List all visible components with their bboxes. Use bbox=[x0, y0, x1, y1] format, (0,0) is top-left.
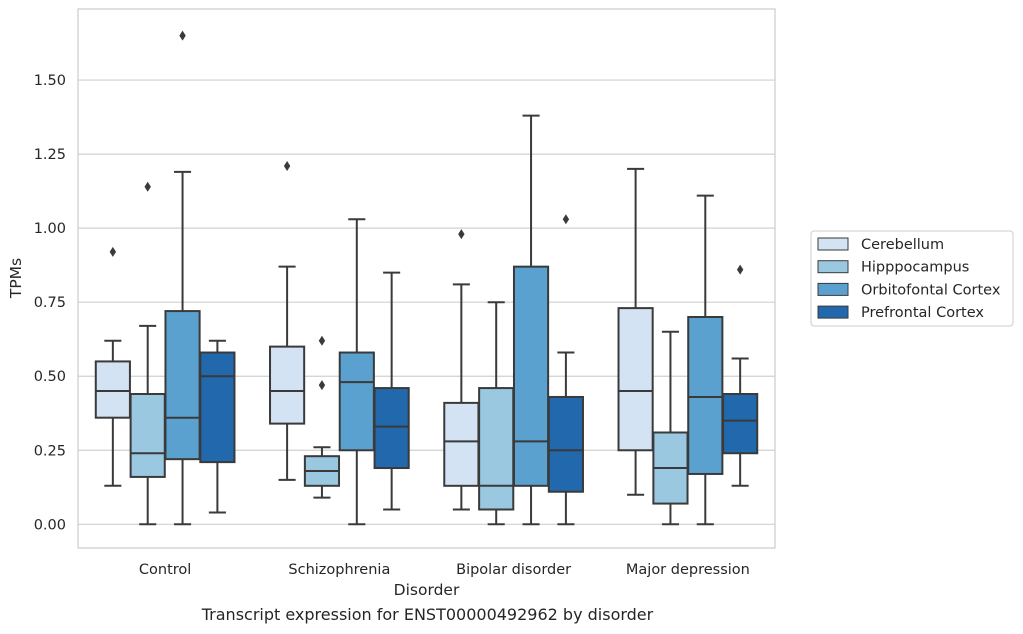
x-tick-label: Bipolar disorder bbox=[456, 562, 571, 578]
outlier-point bbox=[109, 246, 117, 257]
box-bipolar-disorder bbox=[512, 114, 550, 526]
iqr-box bbox=[338, 351, 375, 452]
box-major-depression bbox=[617, 167, 654, 496]
iqr-box bbox=[129, 393, 166, 478]
y-tick-label: 0.50 bbox=[34, 369, 66, 385]
x-tick-label: Control bbox=[139, 562, 191, 578]
iqr-box bbox=[722, 393, 759, 455]
plot-area-frame bbox=[77, 8, 776, 549]
chart-caption: Transcript expression for ENST0000049296… bbox=[201, 605, 654, 624]
box-bipolar-disorder bbox=[547, 214, 584, 526]
x-tick-label: Schizophrenia bbox=[288, 562, 390, 578]
outlier-point bbox=[179, 30, 186, 41]
y-axis-ticks: 0.00 0.25 0.50 0.75 1.00 1.25 1.50 bbox=[34, 73, 66, 533]
box-schizophrenia bbox=[338, 218, 375, 526]
y-tick-label: 0.75 bbox=[34, 295, 66, 311]
legend-label: Prefrontal Cortex bbox=[861, 305, 984, 321]
legend-frame bbox=[810, 230, 1014, 327]
iqr-box bbox=[373, 387, 410, 470]
outlier-point bbox=[283, 160, 291, 171]
boxplot-marks bbox=[94, 30, 759, 526]
box-schizophrenia bbox=[373, 271, 410, 511]
iqr-box bbox=[547, 395, 584, 493]
outlier-point bbox=[318, 380, 326, 391]
y-tick-label: 1.25 bbox=[34, 147, 66, 163]
iqr-box bbox=[199, 351, 236, 464]
series-cerebellum bbox=[94, 160, 654, 511]
box-control bbox=[129, 181, 166, 526]
box-schizophrenia bbox=[303, 335, 341, 499]
box-major-depression bbox=[652, 330, 689, 526]
y-tick-label: 0.00 bbox=[34, 517, 66, 533]
legend-swatch bbox=[817, 260, 849, 274]
iqr-box bbox=[269, 345, 306, 425]
iqr-box bbox=[443, 401, 480, 487]
box-control bbox=[94, 246, 131, 487]
iqr-box bbox=[164, 310, 201, 461]
legend-swatch bbox=[817, 305, 849, 319]
box-control bbox=[199, 339, 236, 514]
box-schizophrenia bbox=[269, 160, 306, 481]
iqr-box bbox=[687, 316, 724, 475]
y-tick-label: 0.25 bbox=[34, 443, 66, 459]
x-axis-ticks: Control Schizophrenia Bipolar disorder Majo… bbox=[139, 562, 750, 578]
x-tick-label: Major depression bbox=[626, 562, 750, 578]
outlier-point bbox=[458, 229, 465, 240]
legend-swatch bbox=[817, 282, 849, 296]
series-orbitofontal-cortex bbox=[164, 30, 724, 526]
series-hipppocampus bbox=[129, 181, 689, 526]
legend-label: Orbitofontal Cortex bbox=[861, 282, 1001, 298]
legend: Cerebellum Hipppocampus Orbitofontal Corte… bbox=[810, 230, 1014, 327]
series-prefrontal-cortex bbox=[199, 214, 759, 526]
outlier-point bbox=[318, 335, 326, 346]
box-major-depression bbox=[722, 264, 759, 487]
box-control bbox=[164, 30, 201, 526]
iqr-box bbox=[512, 265, 550, 487]
box-major-depression bbox=[687, 194, 724, 526]
y-axis-label: TPMs bbox=[7, 258, 25, 299]
legend-swatch bbox=[817, 237, 849, 251]
outlier-point bbox=[736, 264, 744, 275]
legend-label: Cerebellum bbox=[861, 237, 944, 253]
y-tick-label: 1.50 bbox=[34, 73, 66, 89]
legend-label: Hipppocampus bbox=[861, 260, 969, 276]
y-tick-label: 1.00 bbox=[34, 221, 66, 237]
iqr-box bbox=[478, 387, 515, 511]
box-bipolar-disorder bbox=[478, 301, 515, 526]
box-bipolar-disorder bbox=[443, 229, 480, 511]
x-axis-label: Disorder bbox=[394, 581, 460, 599]
outlier-point bbox=[562, 214, 570, 225]
outlier-point bbox=[144, 181, 151, 192]
iqr-box bbox=[94, 360, 131, 419]
iqr-box bbox=[617, 307, 654, 452]
